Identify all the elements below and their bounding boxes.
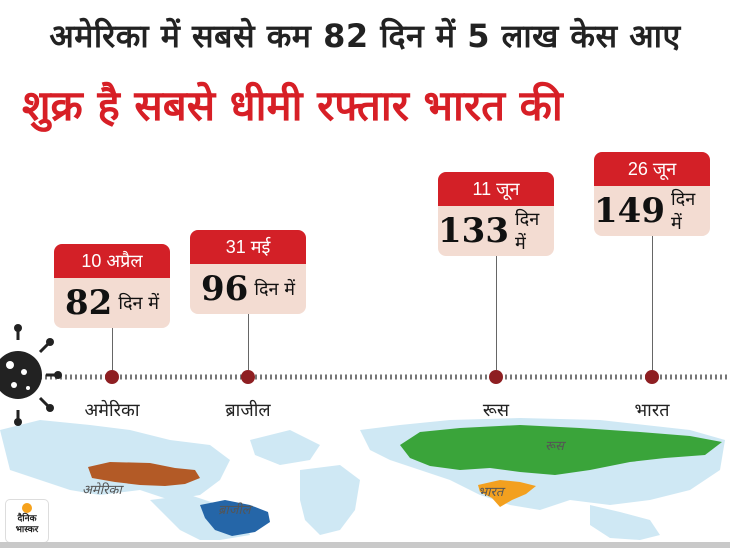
milestone-dot: [489, 370, 503, 384]
milestone-stem: [112, 328, 113, 370]
country-label-russia: रूस: [482, 400, 510, 421]
map-russia-shape: [400, 425, 722, 475]
milestone-value: 133 दिन में: [438, 206, 554, 256]
milestone-days: 133: [438, 211, 509, 251]
headline: अमेरिका में सबसे कम 82 दिन में 5 लाख केस…: [49, 17, 681, 55]
map-label-brazil: ब्राजील: [218, 503, 251, 518]
milestone-card-russia: 11 जून 133 दिन में: [438, 172, 554, 256]
milestone-date: 26 जून: [594, 152, 710, 186]
logo-line1: दैनिक: [17, 514, 37, 524]
country-label-brazil: ब्राजील: [225, 400, 271, 421]
map-label-usa: अमेरिका: [82, 483, 122, 498]
map-usa-shape: [88, 462, 200, 486]
milestone-card-brazil: 31 मई 96 दिन में: [190, 230, 306, 314]
milestone-days: 149: [594, 191, 665, 231]
bottom-strip: [0, 542, 730, 548]
milestone-date: 11 जून: [438, 172, 554, 206]
milestone-date: 10 अप्रैल: [54, 244, 170, 278]
milestone-card-india: 26 जून 149 दिन में: [594, 152, 710, 236]
milestone-value: 149 दिन में: [594, 186, 710, 236]
subheadline: शुक्र है सबसे धीमी रफ्तार भारत की: [22, 81, 563, 130]
milestone-value: 82 दिन में: [54, 278, 170, 328]
milestone-days: 82: [64, 283, 113, 323]
milestone-unit: दिन में: [118, 293, 160, 314]
milestone-unit: दिन में: [254, 279, 296, 300]
coronavirus-icon: [0, 324, 62, 426]
milestone-card-usa: 10 अप्रैल 82 दिन में: [54, 244, 170, 328]
milestone-dot: [645, 370, 659, 384]
logo-mark-icon: [22, 503, 32, 513]
logo-line2: भास्कर: [15, 525, 39, 535]
map-india-shape: [478, 480, 536, 507]
milestone-stem: [496, 256, 497, 370]
milestone-days: 96: [200, 269, 249, 309]
milestone-value: 96 दिन में: [190, 264, 306, 314]
map-label-russia: रूस: [545, 439, 564, 454]
map-brazil-shape: [200, 500, 270, 536]
dainik-bhaskar-logo: दैनिक भास्कर: [6, 500, 48, 542]
milestone-unit: दिन में: [514, 209, 540, 254]
country-label-usa: अमेरिका: [84, 400, 140, 421]
country-label-india: भारत: [634, 400, 670, 421]
milestone-dot: [241, 370, 255, 384]
milestone-date: 31 मई: [190, 230, 306, 264]
milestone-stem: [248, 314, 249, 370]
milestone-stem: [652, 236, 653, 370]
milestone-dot: [105, 370, 119, 384]
milestone-unit: दिन में: [670, 189, 696, 234]
map-label-india: भारत: [478, 485, 504, 500]
